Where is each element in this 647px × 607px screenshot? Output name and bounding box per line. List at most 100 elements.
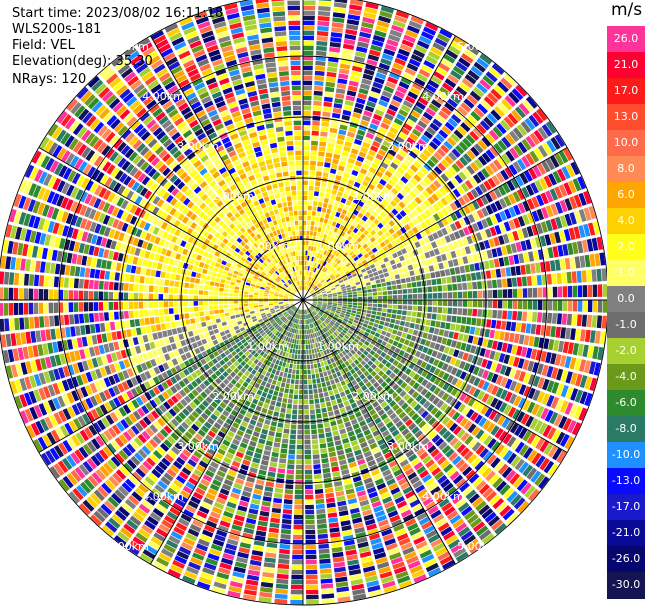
velocity-bin xyxy=(398,109,409,117)
velocity-bin xyxy=(91,357,99,368)
velocity-bin xyxy=(406,311,412,316)
velocity-bin xyxy=(388,104,399,112)
velocity-bin xyxy=(412,329,419,336)
velocity-bin xyxy=(260,505,271,512)
velocity-bin xyxy=(349,435,357,442)
velocity-bin xyxy=(382,286,387,291)
velocity-bin xyxy=(425,363,432,371)
velocity-bin xyxy=(279,412,285,418)
velocity-bin xyxy=(372,336,379,342)
velocity-bin xyxy=(284,388,289,394)
velocity-bin xyxy=(486,383,495,394)
velocity-bin xyxy=(305,245,309,251)
velocity-bin xyxy=(318,1,332,7)
velocity-bin xyxy=(294,494,303,500)
velocity-bin xyxy=(306,281,308,286)
velocity-bin xyxy=(202,400,210,408)
velocity-bin xyxy=(321,593,335,599)
velocity-bin xyxy=(418,193,426,202)
velocity-bin xyxy=(305,334,308,340)
velocity-bin xyxy=(346,90,357,97)
velocity-bin xyxy=(304,444,311,450)
velocity-bin xyxy=(476,220,484,231)
velocity-bin xyxy=(342,43,355,50)
velocity-bin xyxy=(360,353,366,360)
velocity-bin xyxy=(331,27,344,33)
velocity-bin xyxy=(310,305,315,309)
velocity-bin xyxy=(294,389,299,395)
velocity-bin xyxy=(447,98,458,108)
velocity-bin xyxy=(309,404,315,410)
velocity-bin xyxy=(265,371,271,378)
velocity-bin xyxy=(225,543,237,551)
velocity-bin xyxy=(277,396,283,403)
velocity-bin xyxy=(294,308,298,313)
velocity-bin xyxy=(531,224,539,236)
velocity-bin xyxy=(335,342,341,348)
velocity-bin xyxy=(358,151,367,158)
velocity-bin xyxy=(403,327,409,333)
velocity-bin xyxy=(100,503,113,516)
velocity-bin xyxy=(376,349,383,355)
velocity-bin xyxy=(372,303,378,307)
velocity-bin xyxy=(316,275,320,280)
velocity-bin xyxy=(497,139,508,151)
velocity-bin xyxy=(199,382,207,390)
velocity-bin xyxy=(359,420,367,427)
velocity-bin xyxy=(130,455,141,466)
velocity-bin xyxy=(303,354,307,360)
velocity-bin xyxy=(340,464,349,471)
velocity-bin xyxy=(128,413,138,424)
velocity-bin xyxy=(245,412,253,419)
velocity-bin xyxy=(263,333,268,339)
velocity-bin xyxy=(451,377,459,386)
velocity-bin xyxy=(313,316,317,321)
velocity-bin xyxy=(156,528,168,538)
velocity-bin xyxy=(268,325,274,330)
velocity-bin xyxy=(343,204,350,211)
velocity-bin xyxy=(277,312,282,316)
velocity-bin xyxy=(384,538,396,546)
velocity-bin xyxy=(314,280,319,285)
velocity-bin xyxy=(474,262,480,271)
velocity-bin xyxy=(512,230,520,241)
velocity-bin xyxy=(318,433,325,439)
velocity-bin xyxy=(390,334,396,340)
velocity-bin xyxy=(346,211,352,218)
velocity-bin xyxy=(481,251,488,260)
velocity-bin xyxy=(463,420,473,431)
velocity-bin xyxy=(485,228,492,238)
velocity-bin xyxy=(286,378,291,384)
velocity-bin xyxy=(576,270,582,283)
velocity-bin xyxy=(363,477,373,485)
velocity-bin xyxy=(94,452,105,464)
velocity-bin xyxy=(436,255,443,263)
velocity-bin xyxy=(303,384,308,390)
velocity-bin xyxy=(325,310,330,314)
velocity-bin xyxy=(520,323,527,333)
velocity-bin xyxy=(518,397,527,409)
velocity-bin xyxy=(357,92,368,100)
velocity-bin xyxy=(424,218,432,227)
velocity-bin xyxy=(253,488,263,495)
velocity-bin xyxy=(261,331,266,337)
velocity-bin xyxy=(572,343,579,356)
velocity-bin xyxy=(467,291,473,299)
velocity-bin xyxy=(336,259,342,265)
velocity-bin xyxy=(226,333,232,339)
velocity-bin xyxy=(407,522,419,532)
velocity-bin xyxy=(381,358,388,365)
velocity-bin xyxy=(352,588,366,596)
velocity-bin xyxy=(274,336,279,342)
velocity-bin xyxy=(458,229,466,238)
velocity-bin xyxy=(233,360,240,367)
velocity-bin xyxy=(161,495,173,505)
velocity-bin xyxy=(204,388,212,395)
velocity-bin xyxy=(476,357,484,366)
velocity-bin xyxy=(289,348,293,354)
velocity-bin xyxy=(377,377,384,385)
velocity-bin xyxy=(432,286,438,292)
velocity-bin xyxy=(353,165,361,172)
velocity-bin xyxy=(376,311,382,316)
velocity-bin xyxy=(303,344,306,350)
